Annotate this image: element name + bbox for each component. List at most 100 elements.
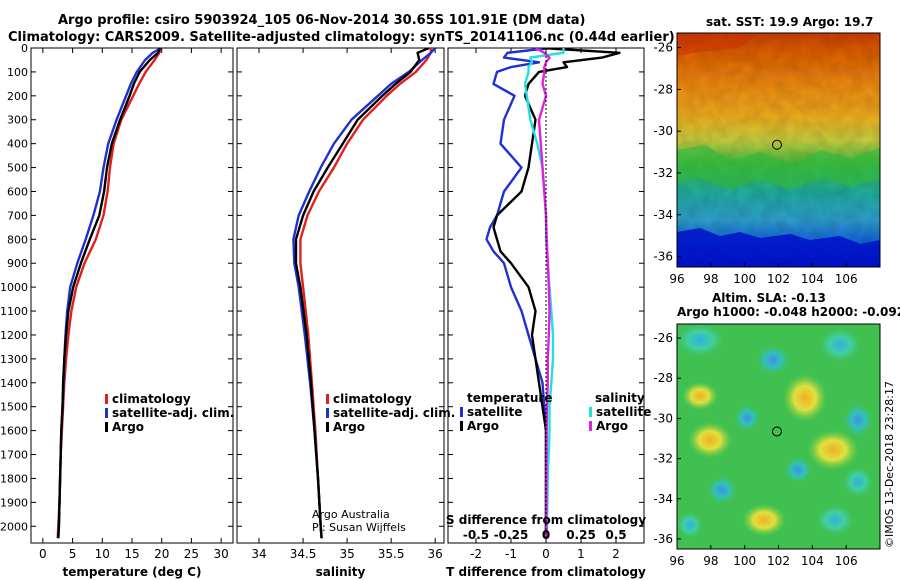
credit-argo-australia: Argo Australia — [312, 508, 390, 521]
legend-swatch — [105, 408, 108, 418]
legend-swatch — [326, 422, 329, 432]
legend-label: climatology — [112, 392, 191, 406]
map-x-tick-label: 102 — [767, 272, 790, 286]
imos-credit: ©IMOS 13-Dec-2018 23:28:17 — [883, 381, 896, 548]
map-x-tick-label: 102 — [767, 554, 790, 568]
y-tick-label: 600 — [7, 185, 28, 198]
series-line-satellite-adj-clim- — [292, 48, 437, 539]
difference-xlabel: T difference from climatology — [446, 565, 646, 579]
map-y-tick-label: -30 — [653, 411, 673, 425]
temperature-panel: 0 5 10 15 20 25 300100200300400500600700800900… — [0, 42, 234, 579]
series-line-satellite-adj-clim- — [57, 48, 162, 539]
map-x-tick-label: 100 — [733, 272, 756, 286]
y-tick-label: 1100 — [0, 305, 28, 318]
y-tick-label: 1700 — [0, 449, 28, 462]
x-tick-label: 5 — [69, 547, 77, 561]
eddy — [688, 422, 732, 458]
y-tick-label: 1400 — [0, 377, 28, 390]
legend-label: climatology — [333, 392, 412, 406]
eddy — [842, 402, 874, 438]
y-tick-label: 1800 — [0, 472, 28, 485]
eddy — [676, 511, 704, 539]
eddy — [742, 504, 786, 536]
eddy — [783, 456, 813, 484]
map-y-tick-label: -28 — [653, 371, 673, 385]
x-tick-label: 35 — [339, 547, 354, 561]
legend-label: Argo — [333, 420, 365, 434]
y-tick-label: 100 — [7, 66, 28, 79]
sla-map-title: Altim. SLA: -0.13 — [712, 291, 826, 305]
legend-swatch — [105, 422, 108, 432]
y-tick-label: 400 — [7, 138, 28, 151]
x-tick-label: -1 — [505, 547, 517, 561]
credit-pi: PI: Susan Wijffels — [312, 521, 406, 534]
map-y-tick-label: -26 — [653, 41, 673, 55]
eddy — [783, 374, 827, 422]
difference-series — [485, 48, 621, 539]
x-tick-label: -2 — [470, 547, 482, 561]
map-y-tick-label: -34 — [653, 492, 673, 506]
salinity-frame — [236, 47, 445, 544]
map-y-tick-label: -34 — [653, 208, 673, 222]
eddy — [733, 404, 761, 432]
y-tick-label: 1300 — [0, 353, 28, 366]
legend-swatch — [460, 421, 463, 431]
series-line-argo — [294, 48, 430, 539]
legend-label: Argo — [112, 420, 144, 434]
eddy — [706, 475, 738, 505]
y-tick-label: 1200 — [0, 329, 28, 342]
series-line-t-argo — [492, 48, 621, 539]
x-tick-label: 34.5 — [290, 547, 317, 561]
x-tick-label: 20 — [154, 547, 169, 561]
x-tick-label: 10 — [95, 547, 110, 561]
map-x-tick-label: 106 — [835, 554, 858, 568]
x-tick-label-s: 0.25 — [566, 528, 596, 542]
x-tick-label: 15 — [124, 547, 139, 561]
legend-label: satellite-adj. clim. — [333, 406, 455, 420]
y-tick-label: 0 — [21, 42, 28, 55]
map-x-tick-label: 104 — [801, 272, 824, 286]
map-x-tick-label: 100 — [733, 554, 756, 568]
eddy — [755, 344, 791, 376]
x-tick-label: 0 — [39, 547, 47, 561]
map-x-tick-label: 98 — [703, 272, 718, 286]
series-line-climatology — [299, 48, 432, 539]
legend-label: satellite — [596, 405, 651, 419]
x-tick-label: 2 — [612, 547, 620, 561]
map-y-tick-label: -36 — [653, 532, 673, 546]
y-tick-label: 1000 — [0, 281, 28, 294]
x-tick-label: 0 — [542, 547, 550, 561]
map-y-tick-label: -36 — [653, 250, 673, 264]
legend-title-temperature: temperature — [467, 391, 552, 405]
map-x-tick-label: 98 — [703, 554, 718, 568]
salinity-xlabel: salinity — [316, 565, 366, 579]
salinity-series — [292, 48, 437, 539]
sst-argo-location-marker — [771, 139, 782, 150]
eddy — [674, 322, 726, 358]
legend-label: Argo — [467, 419, 499, 433]
y-tick-label: 900 — [7, 257, 28, 270]
map-x-tick-label: 96 — [669, 554, 684, 568]
map-y-tick-label: -26 — [653, 331, 673, 345]
legend-label: Argo — [596, 419, 628, 433]
y-tick-label: 800 — [7, 233, 28, 246]
temperature-xlabel: temperature (deg C) — [63, 565, 202, 579]
map-y-tick-label: -32 — [653, 452, 673, 466]
y-tick-label: 300 — [7, 114, 28, 127]
eddy — [682, 382, 718, 410]
sst-map-blue-patch — [677, 228, 880, 267]
map-x-tick-label: 106 — [835, 272, 858, 286]
y-tick-label: 500 — [7, 162, 28, 175]
x-tick-label: 25 — [184, 547, 199, 561]
legend-swatch — [460, 407, 463, 417]
x-tick-label: 1 — [577, 547, 585, 561]
y-tick-label: 700 — [7, 209, 28, 222]
sla-argo-location-marker — [771, 426, 782, 437]
figure-title-line2: Climatology: CARS2009. Satellite-adjuste… — [8, 30, 675, 45]
series-line-t-satellite — [485, 48, 550, 539]
legend-swatch — [326, 408, 329, 418]
map-y-tick-label: -28 — [653, 82, 673, 96]
eddy — [807, 430, 859, 470]
salinity-panel: 34 34.5 35 35.5 36 salinity climatologysatelli… — [236, 47, 455, 579]
legend-label: satellite — [467, 405, 522, 419]
